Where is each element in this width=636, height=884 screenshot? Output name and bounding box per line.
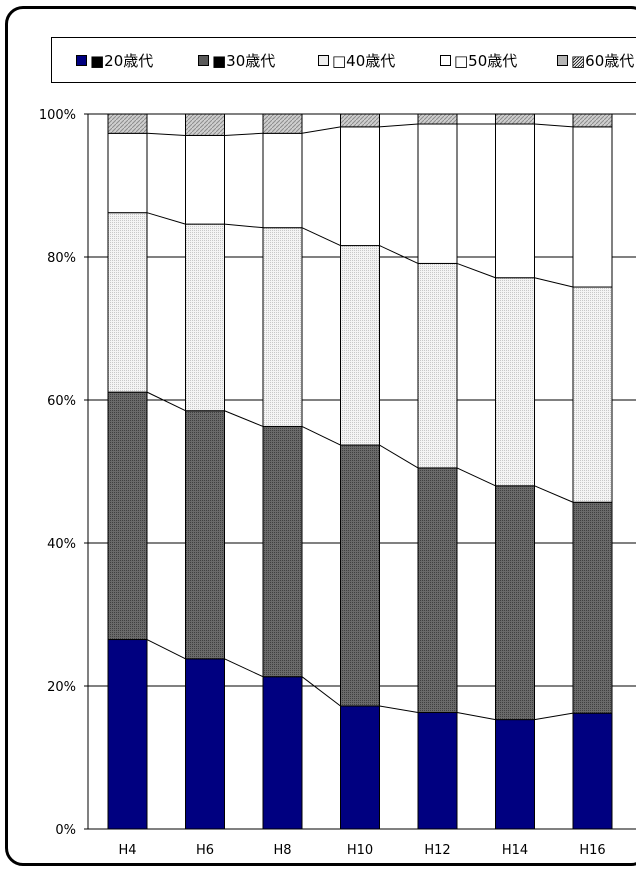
series-line-50s-5 (534, 123, 574, 128)
bar-50s-H14 (495, 123, 535, 279)
bar-50s-H8 (262, 132, 303, 229)
bar-40s-H6 (185, 223, 225, 412)
series-line-20s-4 (456, 711, 496, 721)
bar-30s-H10 (340, 444, 380, 707)
legend-item-40s: □40歳代 (318, 50, 395, 70)
bar-60s-H4 (107, 113, 148, 134)
legend-swatch-20s (76, 54, 87, 66)
bar-20s-H12 (417, 711, 458, 830)
series-line-30s-4 (456, 467, 496, 487)
series-line-30s-0 (146, 391, 186, 412)
bar-20s-H4 (107, 639, 148, 830)
series-line-50s-1 (224, 132, 264, 136)
x-tick-label-H14: H14 (502, 843, 528, 858)
bars (107, 113, 613, 830)
axis-labels: 0% 20% 40% 60% 80% 100% H4 H6 H8 H10 H12 H14 H16 (39, 108, 606, 858)
series-line-40s-4 (456, 262, 496, 279)
series-line-50s-2 (301, 126, 341, 134)
bar-50s-H10 (340, 126, 380, 247)
series-line-40s-0 (146, 212, 186, 225)
series-line-40s-5 (534, 277, 574, 288)
series-line-20s-5 (534, 712, 574, 721)
bar-20s-H8 (262, 676, 303, 830)
x-tick-label-H12: H12 (424, 843, 450, 858)
legend-item-20s: ■20歳代 (76, 50, 153, 70)
legend-item-60s: ▨60歳代 (557, 50, 634, 70)
legend-label-40s: □40歳代 (332, 51, 396, 70)
bar-30s-H14 (495, 485, 535, 721)
series-lines (146, 123, 574, 721)
series-line-50s-0 (146, 132, 186, 136)
legend-item-50s: □50歳代 (440, 50, 517, 70)
bar-60s-H6 (185, 113, 225, 136)
legend-swatch-30s (198, 54, 209, 66)
bar-40s-H12 (417, 262, 458, 469)
y-tick-label-2: 40% (47, 537, 76, 552)
legend-label-60s: ▨60歳代 (571, 51, 635, 70)
legend-swatch-60s (557, 54, 568, 66)
axes (84, 113, 636, 830)
series-line-30s-1 (224, 410, 264, 427)
bar-40s-H4 (107, 212, 148, 393)
series-line-40s-2 (301, 227, 341, 247)
legend: ■20歳代 ■30歳代 □40歳代 □50歳代 ▨60歳代 (51, 37, 636, 83)
series-line-50s-3 (379, 123, 419, 128)
bar-60s-H16 (572, 113, 613, 128)
x-tick-label-H4: H4 (118, 843, 136, 858)
bar-40s-H16 (572, 286, 613, 503)
y-tick-label-0: 0% (55, 823, 76, 838)
series-line-30s-5 (534, 485, 574, 503)
x-tick-label-H16: H16 (579, 843, 605, 858)
series-line-30s-2 (301, 426, 341, 446)
legend-swatch-40s (318, 54, 329, 66)
x-tick-label-H6: H6 (196, 843, 214, 858)
bar-30s-H4 (107, 391, 148, 641)
series-line-20s-3 (379, 705, 419, 713)
bar-20s-H16 (572, 712, 613, 830)
y-tick-label-1: 20% (47, 680, 76, 695)
series-line-20s-0 (146, 639, 186, 660)
bar-60s-H8 (262, 113, 303, 134)
legend-swatch-50s (440, 54, 451, 66)
bar-50s-H12 (417, 123, 458, 264)
bar-30s-H8 (262, 425, 303, 678)
bar-50s-H6 (185, 134, 225, 225)
x-tick-label-H8: H8 (273, 843, 291, 858)
legend-item-30s: ■30歳代 (198, 50, 275, 70)
legend-label-30s: ■30歳代 (212, 51, 276, 70)
bar-60s-H14 (495, 113, 535, 125)
bar-20s-H6 (185, 658, 225, 830)
bar-40s-H10 (340, 245, 380, 446)
series-line-40s-1 (224, 223, 264, 229)
x-tick-label-H10: H10 (347, 843, 373, 858)
series-line-20s-1 (224, 658, 264, 678)
series-line-20s-2 (301, 676, 341, 707)
bar-30s-H6 (185, 410, 225, 660)
series-line-40s-3 (379, 245, 419, 264)
bar-60s-H12 (417, 113, 458, 125)
bar-60s-H10 (340, 113, 380, 128)
bar-50s-H16 (572, 126, 613, 288)
bar-20s-H10 (340, 705, 380, 830)
bar-40s-H14 (495, 277, 535, 487)
y-tick-label-4: 80% (47, 251, 76, 266)
bar-50s-H4 (107, 132, 148, 214)
bar-40s-H8 (262, 227, 303, 427)
bar-30s-H16 (572, 501, 613, 714)
series-line-30s-3 (379, 444, 419, 469)
y-tick-label-3: 60% (47, 394, 76, 409)
legend-label-20s: ■20歳代 (90, 51, 154, 70)
bar-20s-H14 (495, 719, 535, 830)
bar-30s-H12 (417, 467, 458, 713)
legend-label-50s: □50歳代 (454, 51, 518, 70)
y-tick-label-5: 100% (39, 108, 76, 123)
